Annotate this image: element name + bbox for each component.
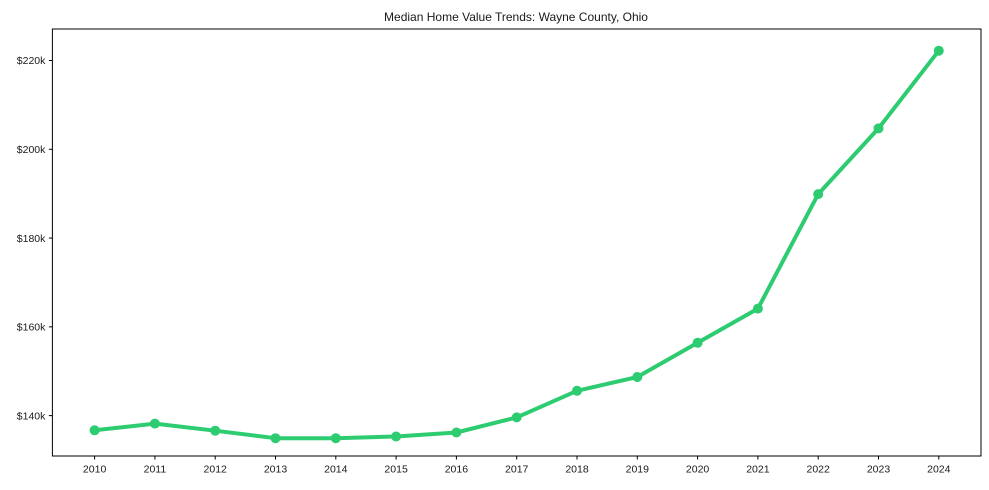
data-point-marker (873, 123, 884, 134)
x-tick-label: 2022 (807, 464, 831, 476)
data-point-marker (692, 337, 703, 348)
plot-spines (51, 28, 982, 457)
x-tick-label: 2020 (686, 464, 710, 476)
x-tick-label: 2018 (565, 464, 589, 476)
x-tick-label: 2011 (144, 464, 167, 476)
data-point-marker (572, 385, 582, 396)
y-tick-label: $180k (17, 233, 46, 245)
x-tick-label: 2010 (83, 464, 107, 476)
x-tick-label: 2014 (324, 464, 348, 476)
data-point-marker (330, 433, 341, 444)
x-tick-label: 2023 (867, 464, 891, 476)
x-tick-label: 2017 (505, 464, 529, 476)
x-tick-label: 2019 (626, 464, 650, 476)
data-point-marker (270, 433, 281, 444)
x-tick-label: 2015 (384, 464, 408, 476)
x-tick-label: 2013 (264, 464, 288, 476)
x-tick-label: 2012 (204, 464, 228, 476)
x-tick-label: 2024 (927, 464, 951, 476)
data-point-marker (451, 427, 462, 438)
x-tick-label: 2021 (746, 464, 770, 476)
y-tick-label: $140k (17, 410, 46, 422)
chart-title: Median Home Value Trends: Wayne County, … (384, 10, 648, 24)
y-tick-label: $220k (17, 55, 46, 67)
data-point-marker (632, 372, 643, 382)
data-point-marker (752, 303, 763, 314)
data-point-marker (933, 45, 944, 56)
data-point-marker (391, 431, 402, 442)
y-tick-label: $160k (17, 322, 46, 334)
data-point-marker (511, 412, 522, 423)
x-tick-label: 2016 (445, 464, 469, 476)
axes: $140k $160k $180k $200k $220k 2010 2011 2012 201… (17, 28, 982, 476)
data-point-marker (813, 189, 824, 200)
data-point-marker (89, 425, 100, 436)
data-point-marker (210, 425, 221, 436)
data-point-marker (149, 418, 160, 429)
y-tick-label: $200k (17, 144, 46, 156)
